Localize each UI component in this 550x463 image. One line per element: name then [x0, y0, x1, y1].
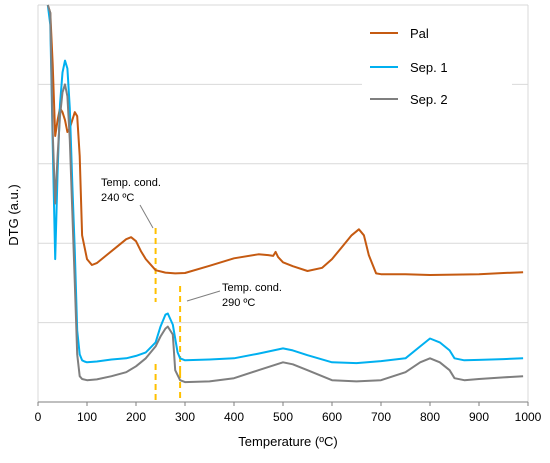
x-tick-label: 300: [175, 410, 195, 424]
annotation-290-line1: Temp. cond.: [222, 282, 282, 294]
x-tick-label: 500: [273, 410, 293, 424]
annotation-290-leader: [186, 290, 221, 302]
annotation-240-leader: [139, 204, 154, 229]
legend-background: [362, 14, 512, 114]
annotation-240-line2: 240 ºC: [101, 192, 134, 204]
x-tick-label: 100: [77, 410, 97, 424]
x-tick-label: 900: [469, 410, 489, 424]
legend-label-pal: Pal: [410, 26, 429, 41]
annotation-290-line2: 290 ºC: [222, 297, 255, 309]
series-line-2: [46, 4, 524, 384]
annotations: Temp. cond. 240 ºC Temp. cond. 290 ºC: [101, 177, 282, 309]
legend-label-sep1: Sep. 1: [410, 60, 448, 75]
legend-label-sep2: Sep. 2: [410, 92, 448, 107]
x-axis-title: Temperature (ºC): [238, 434, 337, 449]
annotation-240-line1: Temp. cond.: [101, 177, 161, 189]
legend: Pal Sep. 1 Sep. 2: [362, 14, 512, 114]
x-tick-label: 600: [322, 410, 342, 424]
y-axis-title: DTG (a.u.): [6, 184, 21, 245]
series-lines: [46, 4, 524, 384]
gridlines: [37, 4, 529, 402]
x-tick-label: 200: [126, 410, 146, 424]
x-tick-label: 400: [224, 410, 244, 424]
annotation-240: Temp. cond. 240 ºC: [101, 177, 161, 229]
x-tick-label: 700: [371, 410, 391, 424]
x-tick-label: 800: [420, 410, 440, 424]
annotation-290: Temp. cond. 290 ºC: [186, 282, 282, 309]
x-tick-labels: 0 100 200 300 400 500 600 700 800 900 1000: [35, 402, 542, 424]
x-tick-label: 0: [35, 410, 42, 424]
series-line-1: [46, 4, 524, 365]
x-tick-label: 1000: [515, 410, 542, 424]
